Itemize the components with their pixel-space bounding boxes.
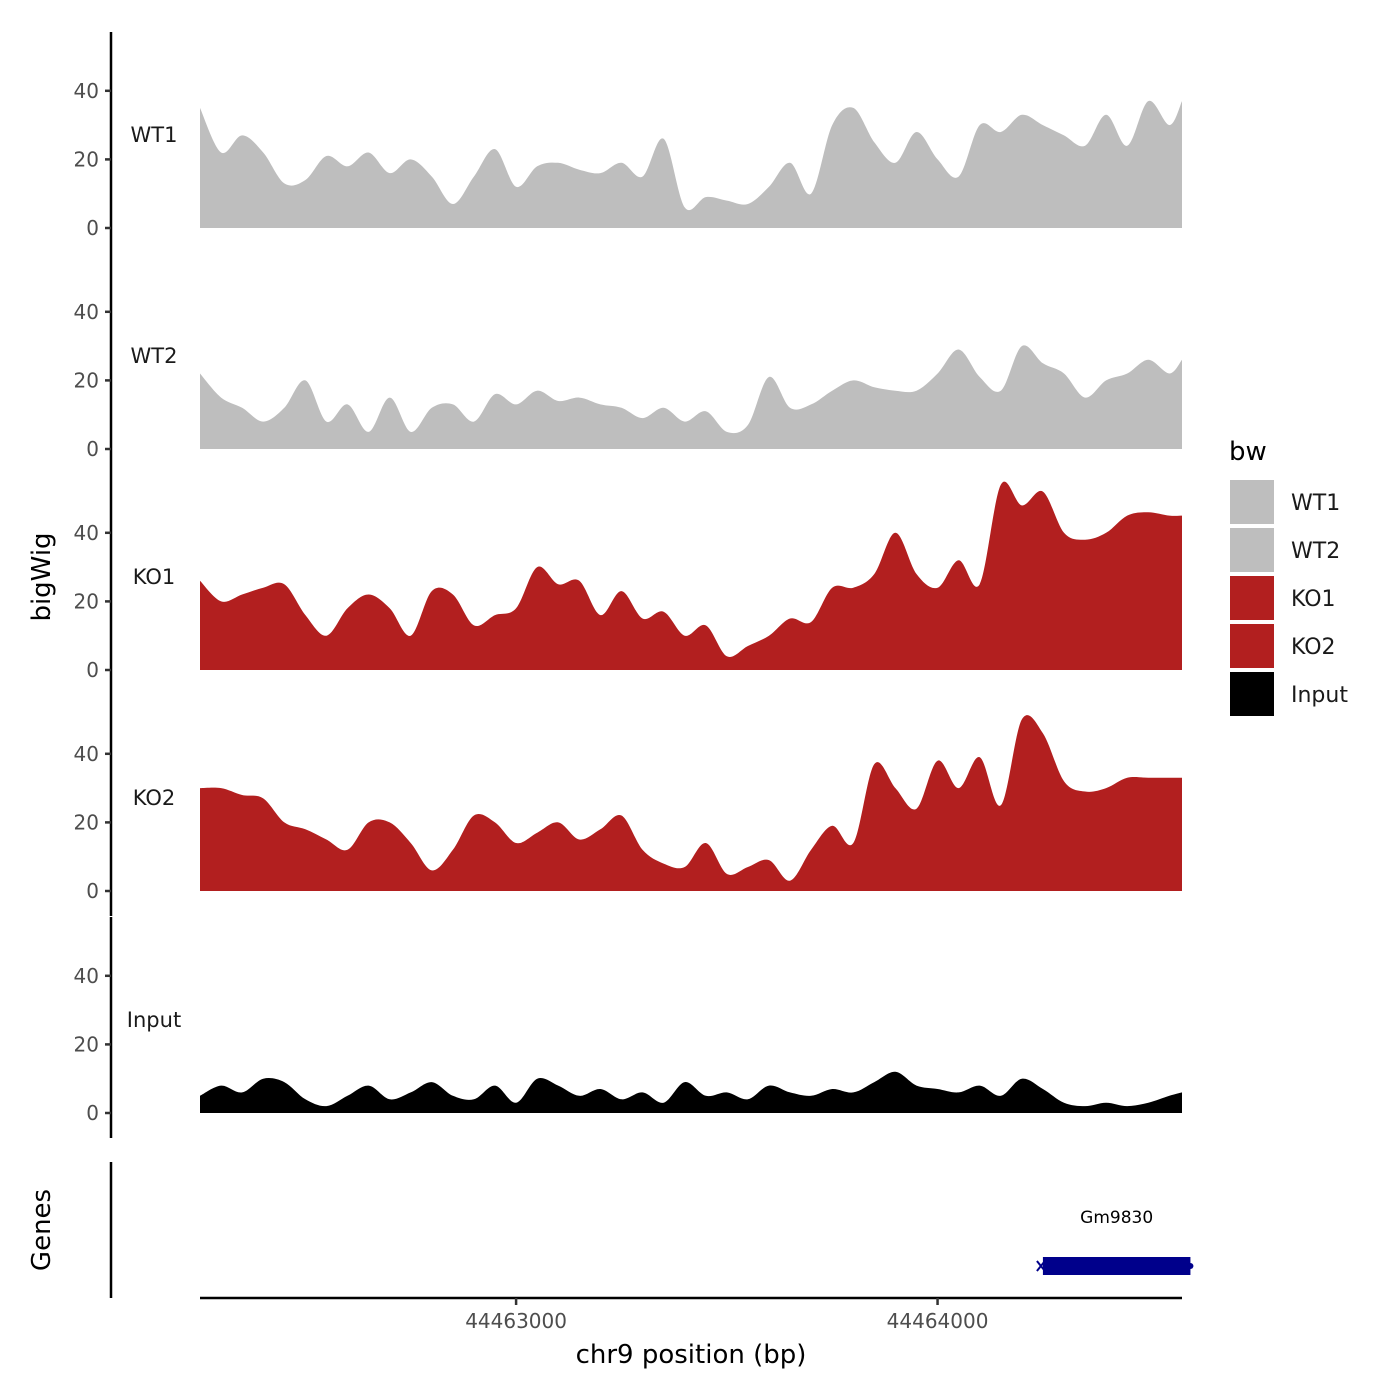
gene-gm9830: Gm9830 (1036, 1208, 1194, 1275)
y-tick-label: 40 (74, 300, 99, 324)
y-tick-label: 40 (74, 964, 99, 988)
gene-models: Gm9830 (1036, 1208, 1194, 1275)
track-ko2: 0 20 40 KO2 (74, 695, 1182, 916)
y-tick-label: 20 (74, 810, 99, 834)
y-tick-label: 0 (86, 216, 99, 240)
track-label: KO2 (133, 786, 176, 810)
x-tick-label: 44464000 (887, 1309, 989, 1333)
legend-swatch (1230, 672, 1274, 716)
track-ko1: 0 20 40 KO1 (74, 474, 1182, 695)
legend-label: WT2 (1291, 539, 1340, 564)
y-tick-label: 20 (74, 147, 99, 171)
x-axis: 44463000 44464000 chr9 position (bp) (200, 1296, 1182, 1370)
y-tick-label: 0 (86, 658, 99, 682)
area-ko2 (200, 715, 1182, 891)
gene-track: Genes Gm9830 (27, 1162, 1194, 1298)
y-tick-label: 0 (86, 437, 99, 461)
legend-item-wt2: WT2 (1230, 528, 1340, 572)
legend-swatch (1230, 528, 1274, 572)
y-tick-label: 40 (74, 742, 99, 766)
legend-swatch (1230, 480, 1274, 524)
track-label: WT2 (131, 344, 178, 368)
area-wt1 (200, 100, 1182, 228)
track-wt1: 0 20 40 WT1 (74, 32, 1182, 253)
legend-item-ko2: KO2 (1230, 624, 1336, 668)
y-tick-label: 40 (74, 521, 99, 545)
track-label: Input (127, 1008, 181, 1032)
track-wt2: 0 20 40 WT2 (74, 253, 1182, 474)
legend-item-wt1: WT1 (1230, 480, 1340, 524)
x-axis-title: chr9 position (bp) (576, 1340, 807, 1370)
gene-label: Gm9830 (1080, 1208, 1153, 1228)
legend-items: WT1 WT2 KO1 KO2 Input (1230, 480, 1348, 716)
gene-end-marker (1187, 1263, 1194, 1269)
area-input (200, 1071, 1182, 1113)
y-tick-label: 20 (74, 589, 99, 613)
y-tick-label: 20 (74, 1032, 99, 1056)
x-tick-label: 44463000 (465, 1309, 567, 1333)
legend-label: KO1 (1291, 587, 1336, 612)
area-ko1 (200, 481, 1182, 670)
x-ticks: 44463000 44464000 (465, 1298, 988, 1333)
track-label: WT1 (131, 123, 178, 147)
legend-swatch (1230, 576, 1274, 620)
y-tick-label: 0 (86, 1101, 99, 1125)
legend-swatch (1230, 624, 1274, 668)
legend-label: WT1 (1291, 491, 1340, 516)
track-label: KO1 (133, 565, 176, 589)
genes-axis-title: Genes (27, 1189, 57, 1271)
legend-label: KO2 (1291, 635, 1336, 660)
signal-tracks: 0 20 40 WT1 0 20 40 WT2 0 20 40 KO1 0 20 40 KO2 0 20 40 Inp… (74, 32, 1182, 1138)
area-wt2 (200, 345, 1182, 449)
y-axis-title: bigWig (27, 532, 57, 621)
legend-item-input: Input (1230, 672, 1348, 716)
legend: bw WT1 WT2 KO1 KO2 Input (1229, 437, 1348, 716)
track-input: 0 20 40 Input (74, 917, 1182, 1138)
gene-exon (1042, 1257, 1191, 1275)
legend-label: Input (1291, 683, 1348, 708)
y-tick-label: 0 (86, 879, 99, 903)
legend-title: bw (1229, 437, 1267, 467)
legend-item-ko1: KO1 (1230, 576, 1336, 620)
gene-strand-marker (1036, 1260, 1046, 1272)
y-tick-label: 40 (74, 79, 99, 103)
y-tick-label: 20 (74, 368, 99, 392)
